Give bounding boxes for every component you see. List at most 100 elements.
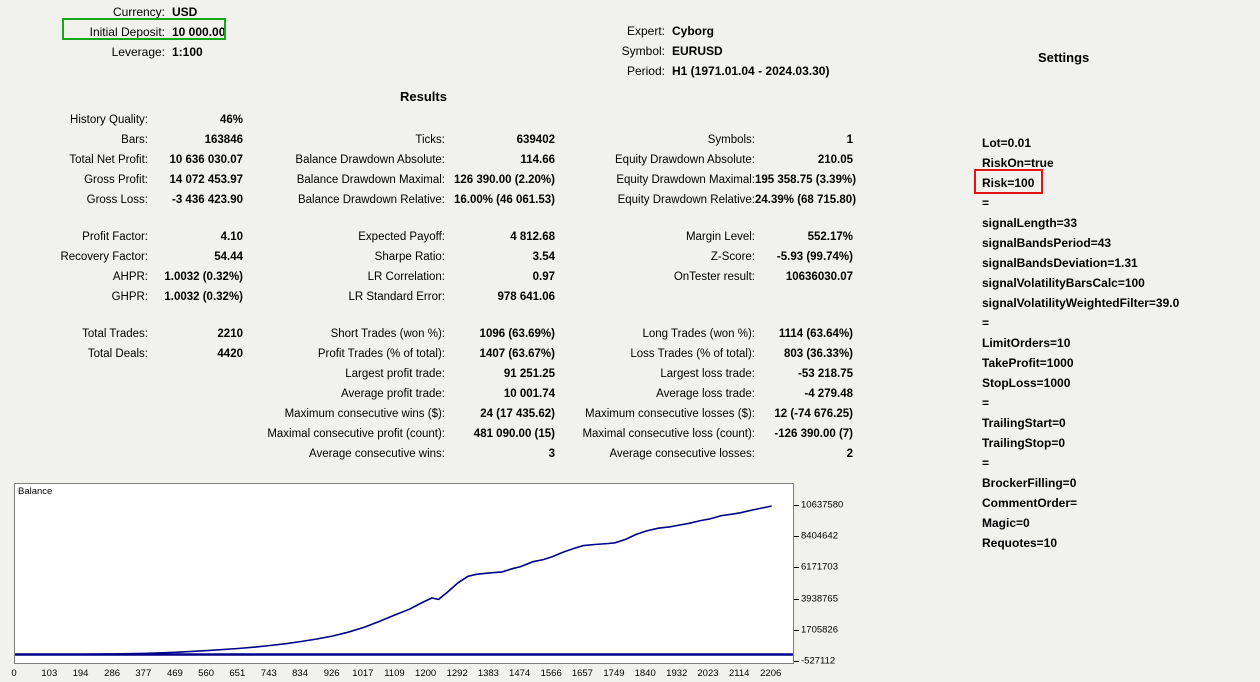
stat-value: 1.0032 (0.32%) xyxy=(164,271,243,283)
stat-value: -3 436 423.90 xyxy=(172,194,243,206)
stat-value: 1096 (63.69%) xyxy=(479,328,555,340)
stat-label: History Quality: xyxy=(70,114,148,126)
stat-value: 46% xyxy=(219,114,243,126)
stat-value: 2 xyxy=(846,448,853,460)
stat-label: OnTester result: xyxy=(673,271,755,283)
stat-label: LR Correlation: xyxy=(367,271,445,283)
x-axis-label: 377 xyxy=(135,668,152,679)
stat-label: Loss Trades (% of total): xyxy=(630,348,755,360)
stat-label xyxy=(243,110,445,130)
expert-info: Expert: Cyborg Symbol: EURUSD Period: H1 (1… xyxy=(490,21,830,81)
stat-value xyxy=(148,404,243,424)
stat-value xyxy=(445,110,555,130)
stat-label: Gross Loss: xyxy=(86,194,148,206)
stat-value: 14 072 453.97 xyxy=(169,174,243,186)
setting-text: signalBandsDeviation=1.31 xyxy=(982,256,1138,270)
stat-label: Balance Drawdown Relative: xyxy=(297,194,445,206)
x-axis-label: 2206 xyxy=(760,668,782,679)
currency-value: USD xyxy=(172,5,198,19)
x-axis-label: 1749 xyxy=(603,668,625,679)
stat-label: Recovery Factor: xyxy=(60,251,148,263)
stat-value: 10 636 030.07 xyxy=(169,154,243,166)
setting-item: signalVolatilityWeightedFilter=39.0 xyxy=(982,293,1179,313)
stats-row: Total Net Profit: 10 636 030.07 Balance … xyxy=(0,150,853,170)
stat-value: 552.17% xyxy=(807,231,853,243)
stat-label: Total Trades: xyxy=(82,328,148,340)
stat-label: Total Net Profit: xyxy=(69,154,148,166)
x-axis-label: 1840 xyxy=(634,668,656,679)
stat-value xyxy=(148,364,243,384)
x-axis-label: 1474 xyxy=(509,668,531,679)
stat-value: 24.39% (68 715.80) xyxy=(755,194,857,206)
y-axis-label: -527112 xyxy=(801,655,836,667)
x-axis-label: 469 xyxy=(166,668,183,679)
setting-item: Magic=0 xyxy=(982,513,1179,533)
stat-value: 1407 (63.67%) xyxy=(479,348,555,360)
expert-row: Expert: Cyborg xyxy=(490,21,829,41)
setting-text: Lot=0.01 xyxy=(982,136,1032,150)
expert-label: Expert: xyxy=(626,24,665,38)
x-axis-label: 0 xyxy=(11,668,17,679)
setting-text: Magic=0 xyxy=(982,516,1030,530)
stat-label: Short Trades (won %): xyxy=(330,328,445,340)
stat-label xyxy=(555,110,755,130)
y-axis-label: 6171703 xyxy=(801,561,838,573)
setting-item: Risk=100 xyxy=(973,169,1179,194)
x-axis-label: 743 xyxy=(260,668,277,679)
stat-value: 12 (-74 676.25) xyxy=(774,408,853,420)
setting-item: signalLength=33 xyxy=(982,213,1179,233)
stat-label: Profit Factor: xyxy=(82,231,148,243)
stat-value: 481 090.00 (15) xyxy=(473,428,555,440)
stat-value: -53 218.75 xyxy=(798,368,853,380)
results-title: Results xyxy=(400,89,447,104)
symbol-label: Symbol: xyxy=(621,44,665,58)
stat-label xyxy=(0,424,148,444)
x-axis-label: 1109 xyxy=(384,668,405,679)
setting-item: LimitOrders=10 xyxy=(982,333,1179,353)
stat-label xyxy=(0,364,148,384)
stat-label: Expected Payoff: xyxy=(358,231,445,243)
setting-text: RiskOn=true xyxy=(982,156,1054,170)
setting-item: Requotes=10 xyxy=(982,533,1179,553)
stats-row: History Quality: 46% xyxy=(0,110,853,130)
stats-row: Bars: 163846 Ticks: 639402 Symbols: 1 xyxy=(0,130,853,150)
y-tick-mark xyxy=(794,504,799,506)
stat-value: -4 279.48 xyxy=(804,388,853,400)
stat-label: Long Trades (won %): xyxy=(642,328,755,340)
x-axis-label: 926 xyxy=(323,668,340,679)
setting-item: = xyxy=(982,453,1179,473)
stat-value: 126 390.00 (2.20%) xyxy=(453,174,555,186)
stat-value: 4 812.68 xyxy=(510,231,555,243)
setting-text: Requotes=10 xyxy=(982,536,1058,550)
stat-label: GHPR: xyxy=(111,291,148,303)
x-axis-label: 1292 xyxy=(446,668,468,679)
x-axis-label: 1932 xyxy=(666,668,688,679)
stat-label: Largest loss trade: xyxy=(660,368,755,380)
stats-row: Average profit trade: 10 001.74 Average … xyxy=(0,384,853,404)
symbol-row: Symbol: EURUSD xyxy=(490,41,829,61)
setting-text: = xyxy=(982,196,990,210)
stat-value: 2210 xyxy=(217,328,243,340)
setting-text: signalVolatilityBarsCalc=100 xyxy=(982,276,1145,290)
y-tick-mark xyxy=(794,536,799,538)
stat-label: Balance Drawdown Absolute: xyxy=(295,154,445,166)
x-axis-label: 1657 xyxy=(571,668,593,679)
stats-row: Total Deals: 4420 Profit Trades (% of to… xyxy=(0,344,853,364)
symbol-value: EURUSD xyxy=(672,44,723,58)
y-tick-mark xyxy=(794,629,799,631)
x-axis-label: 194 xyxy=(72,668,89,679)
stat-value: 91 251.25 xyxy=(503,368,555,380)
stat-label: Symbols: xyxy=(707,134,755,146)
setting-item: TakeProfit=1000 xyxy=(982,353,1179,373)
stat-value xyxy=(755,287,853,307)
x-axis-label: 2023 xyxy=(697,668,719,679)
stats-row: Average consecutive wins: 3 Average cons… xyxy=(0,444,853,464)
leverage-value: 1:100 xyxy=(172,45,203,59)
y-tick-mark xyxy=(794,598,799,600)
setting-item: signalBandsPeriod=43 xyxy=(982,233,1179,253)
x-axis-label: 651 xyxy=(229,668,246,679)
stat-label: Average consecutive losses: xyxy=(609,448,755,460)
stat-label: Ticks: xyxy=(415,134,445,146)
setting-text: BrockerFilling=0 xyxy=(982,476,1077,490)
plot-frame: Balance xyxy=(14,483,794,664)
